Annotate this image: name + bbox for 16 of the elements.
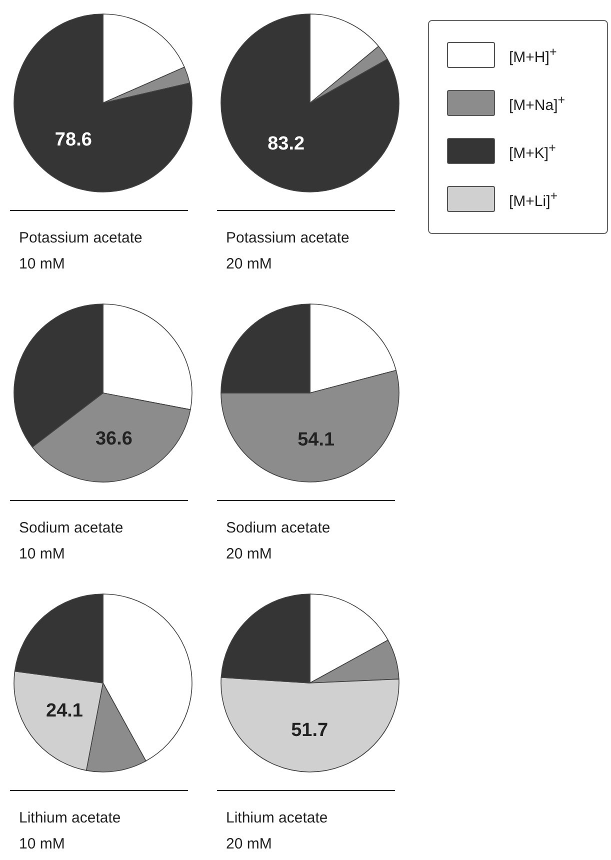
data-label: 83.2 <box>268 134 305 155</box>
data-label: 54.1 <box>298 430 336 451</box>
text: Sodium acetate 10 mM <box>19 520 124 562</box>
text: Sodium acetate 20 mM <box>226 520 330 562</box>
category-label: [M+H]$^{+}$ <box>509 44 557 66</box>
category-label: [M+Li]$^{+}$ <box>509 188 558 210</box>
text: Potassium acetate 10 mM <box>19 230 142 272</box>
category-label: [M+K]$^{+}$ <box>509 140 556 162</box>
text: Lithium acetate 20 mM <box>226 810 328 852</box>
data-label: 24.1 <box>46 700 84 722</box>
text: Lithium acetate 10 mM <box>19 810 121 852</box>
data-label: 51.7 <box>291 720 328 741</box>
data-label: 36.6 <box>95 428 132 450</box>
text: Potassium acetate 20 mM <box>226 230 350 272</box>
category-label: [M+Na]$^{+}$ <box>509 92 566 114</box>
data-label: 78.6 <box>54 130 92 151</box>
